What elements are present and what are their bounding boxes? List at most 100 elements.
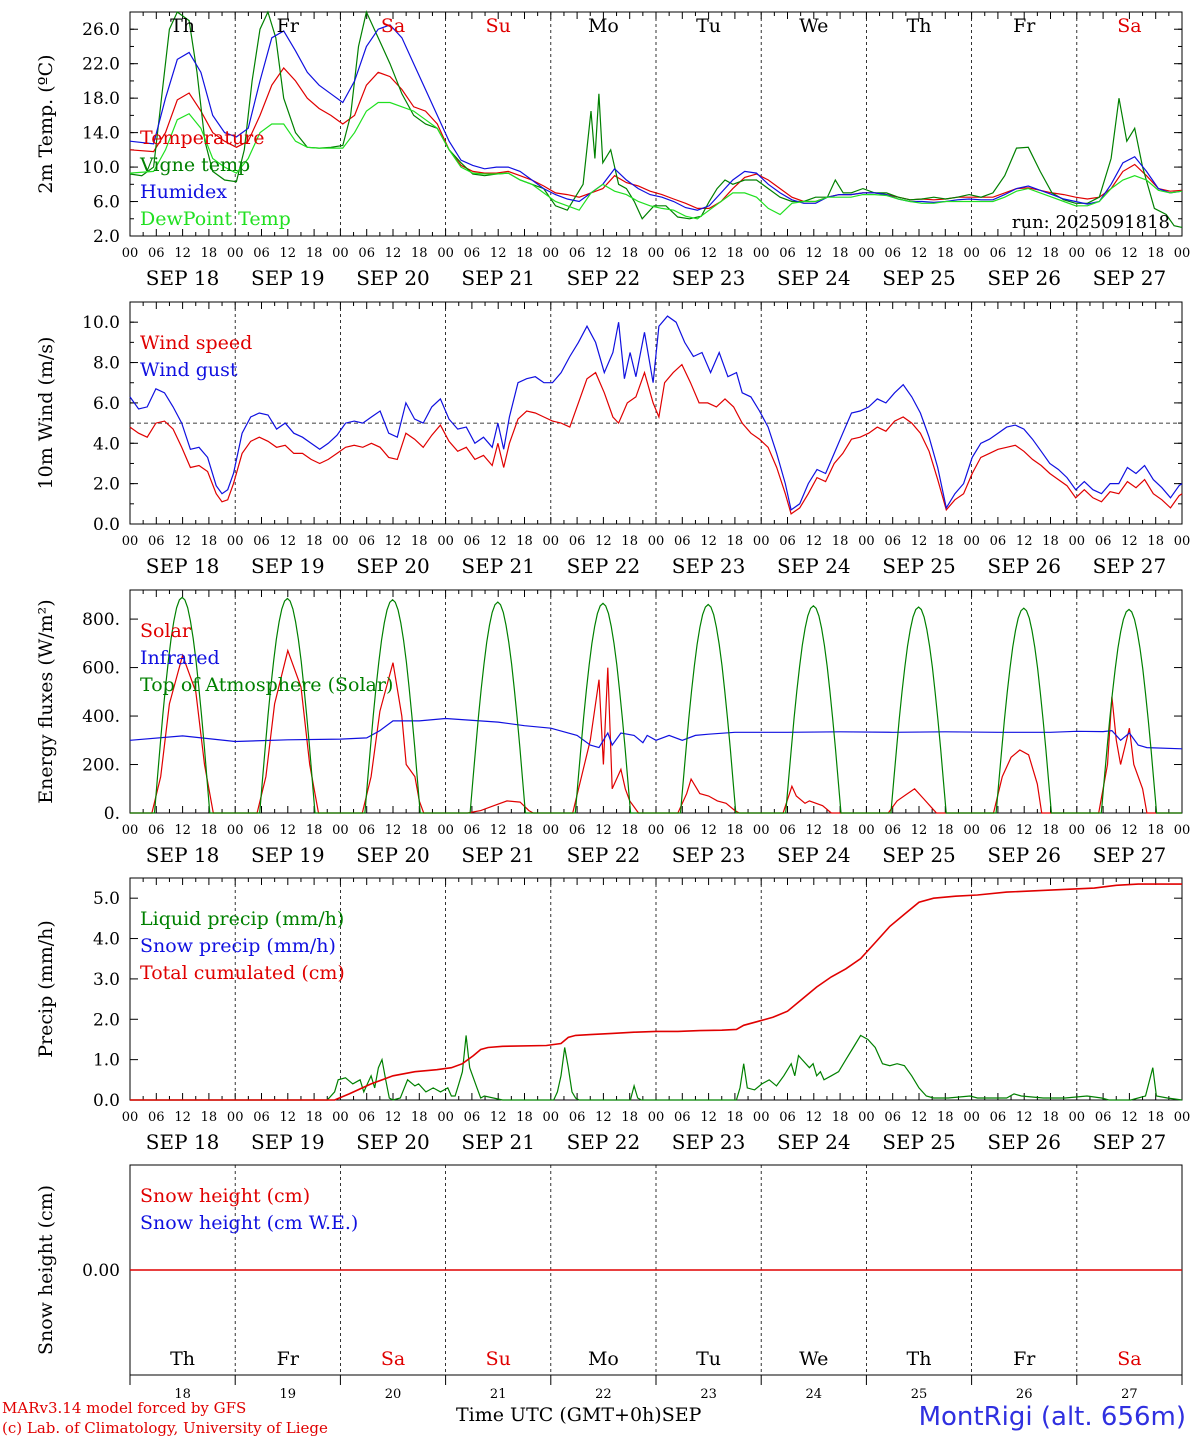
legend-temperature: Temperature	[140, 127, 264, 149]
hour-label: 18	[621, 246, 638, 261]
day-number: 21	[490, 1387, 507, 1402]
hour-label: 06	[884, 1110, 901, 1125]
x-axis-label: Time UTC (GMT+0h)SEP	[456, 1404, 701, 1426]
y-tick-label: 4.0	[93, 434, 120, 454]
hour-label: 06	[148, 823, 165, 838]
date-label: SEP 20	[356, 1130, 430, 1154]
hour-label: 12	[174, 1110, 191, 1125]
date-label: SEP 18	[146, 266, 220, 290]
hour-label: 06	[1095, 534, 1112, 549]
hour-label: 06	[990, 823, 1007, 838]
hour-label: 18	[832, 534, 849, 549]
day-name: Fr	[1013, 15, 1036, 37]
hour-label: 12	[1121, 246, 1138, 261]
y-tick-label: 18.0	[82, 89, 120, 109]
hour-label: 00	[332, 534, 349, 549]
day-name: Tu	[696, 15, 721, 37]
date-label: SEP 22	[567, 1130, 641, 1154]
hour-label: 18	[727, 823, 744, 838]
hour-label: 00	[963, 1110, 980, 1125]
hour-label: 00	[227, 1110, 244, 1125]
y-tick-label: 4.0	[93, 930, 120, 950]
date-label: SEP 18	[146, 554, 220, 578]
hour-label: 18	[201, 1110, 218, 1125]
day-name: Th	[907, 1348, 932, 1370]
hour-label: 12	[1121, 1110, 1138, 1125]
hour-label: 18	[411, 823, 428, 838]
hour-label: 12	[911, 823, 928, 838]
date-label: SEP 24	[777, 843, 851, 867]
hour-label: 06	[779, 246, 796, 261]
y-tick-label: 400.	[82, 707, 120, 727]
date-label: SEP 22	[567, 266, 641, 290]
hour-label: 12	[911, 1110, 928, 1125]
hour-label: 00	[543, 823, 560, 838]
hour-label: 12	[806, 1110, 823, 1125]
hour-label: 00	[1069, 823, 1086, 838]
date-label: SEP 24	[777, 1130, 851, 1154]
hour-label: 00	[963, 823, 980, 838]
date-label: SEP 22	[567, 843, 641, 867]
date-label: SEP 27	[1093, 554, 1167, 578]
hour-label: 12	[595, 823, 612, 838]
hour-label: 06	[464, 823, 481, 838]
hour-label: 18	[411, 1110, 428, 1125]
legend-solar: Solar	[140, 620, 192, 642]
hour-label: 00	[122, 823, 139, 838]
hour-label: 06	[1095, 1110, 1112, 1125]
hour-label: 12	[174, 534, 191, 549]
day-number: 18	[174, 1387, 191, 1402]
hour-label: 12	[385, 823, 402, 838]
hour-label: 00	[227, 246, 244, 261]
hour-label: 18	[937, 246, 954, 261]
day-number: 24	[806, 1387, 823, 1402]
hour-label: 06	[148, 534, 165, 549]
y-axis-label: Snow height (cm)	[35, 1185, 57, 1355]
hour-label: 12	[806, 534, 823, 549]
hour-label: 12	[490, 534, 507, 549]
hour-label: 00	[1174, 823, 1191, 838]
hour-label: 12	[911, 534, 928, 549]
date-label: SEP 20	[356, 554, 430, 578]
y-tick-label: 2.0	[93, 475, 120, 495]
hour-label: 00	[648, 1110, 665, 1125]
y-tick-label: 2.0	[93, 227, 120, 247]
hour-label: 12	[490, 246, 507, 261]
y-tick-label: 6.0	[93, 394, 120, 414]
panel-4: 0.0 1.0 2.0 3.0 4.0 5.0 Precip (mm/h) Liquid pr…	[35, 877, 1190, 1154]
legend-wind-gust: Wind gust	[140, 359, 238, 381]
date-label: SEP 23	[672, 266, 746, 290]
day-name: Fr	[277, 15, 300, 37]
model-credit: MARv3.14 model forced by GFS	[2, 1399, 247, 1417]
series-humidex	[129, 24, 1183, 211]
hour-label: 12	[490, 1110, 507, 1125]
hour-label: 00	[858, 246, 875, 261]
date-label: SEP 22	[567, 554, 641, 578]
series-wind-gust	[129, 315, 1183, 511]
date-label: SEP 18	[146, 1130, 220, 1154]
run-label: run: 2025091818	[1012, 212, 1170, 233]
panel-1: 2.0 6.0 10.0 14.0 18.0 22.0 26.0 2m Temp. (ºC) T…	[35, 10, 1191, 290]
hour-label: 00	[1174, 246, 1191, 261]
hour-label: 00	[753, 823, 770, 838]
hour-label: 12	[490, 823, 507, 838]
date-label: SEP 26	[987, 1130, 1061, 1154]
series-dewpoint-temp	[129, 101, 1183, 220]
hour-label: 18	[1042, 1110, 1059, 1125]
hour-label: 18	[621, 534, 638, 549]
date-label: SEP 20	[356, 843, 430, 867]
legend-snow-height-cm: Snow height (cm)	[140, 1185, 310, 1207]
hour-label: 18	[832, 823, 849, 838]
hour-label: 12	[174, 246, 191, 261]
series-liquid-precip-mm-h	[130, 1034, 1183, 1101]
hour-label: 12	[700, 1110, 717, 1125]
hour-label: 00	[858, 534, 875, 549]
day-name: Fr	[1013, 1348, 1036, 1370]
hour-label: 12	[806, 246, 823, 261]
hour-label: 00	[1069, 534, 1086, 549]
hour-label: 12	[280, 823, 297, 838]
hour-label: 00	[332, 1110, 349, 1125]
hour-label: 06	[569, 1110, 586, 1125]
date-label: SEP 21	[461, 843, 535, 867]
